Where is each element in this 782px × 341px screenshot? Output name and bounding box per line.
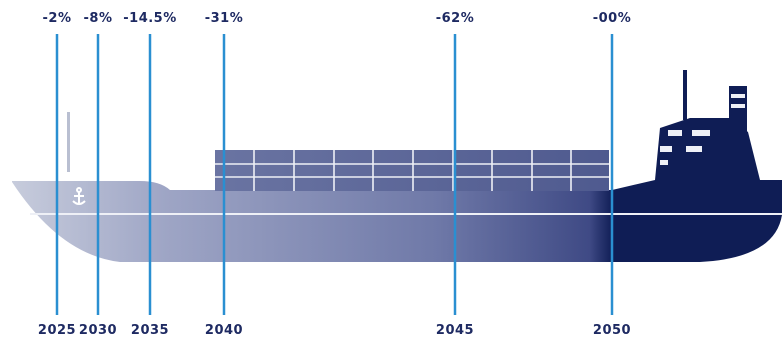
reduction-label-2030: -8% [84,11,113,26]
anchor-icon [72,187,86,205]
reduction-label-2025: -2% [43,11,72,26]
bow-mast [67,112,70,172]
ship-bridge [655,70,760,180]
year-label-2050: 2050 [593,323,631,338]
year-label-2045: 2045 [436,323,474,338]
reduction-label-2035: -14.5% [123,11,177,26]
ship-hull [12,180,782,262]
year-label-2040: 2040 [205,323,243,338]
year-label-2025: 2025 [38,323,76,338]
year-label-2030: 2030 [79,323,117,338]
reduction-label-2050: -00% [593,11,632,26]
bridge-windows [660,94,745,165]
container-stack [215,150,609,191]
ship-icon [12,70,782,262]
year-label-2035: 2035 [131,323,169,338]
reduction-label-2045: -62% [436,11,475,26]
reduction-label-2040: -31% [205,11,244,26]
timeline-markers: -2% 2025 -8% 2030 -14.5% 2035 -31% 2040 -62% 2045… [38,11,631,338]
